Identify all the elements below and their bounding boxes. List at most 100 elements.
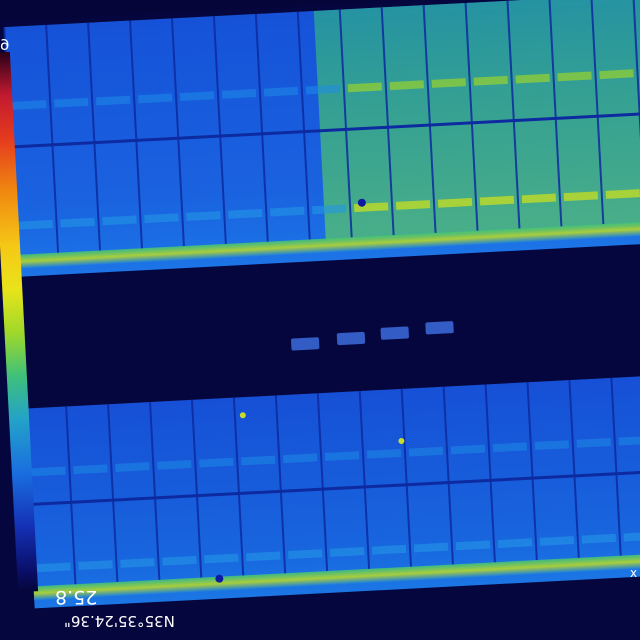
cell-highlight [581, 533, 616, 544]
cell-highlight [102, 215, 137, 226]
cell-divider [232, 397, 245, 576]
cell-highlight [329, 547, 365, 557]
cell-highlight [31, 466, 66, 477]
cell-divider [87, 22, 102, 251]
cell-divider [422, 5, 437, 233]
cell-highlight [455, 540, 491, 551]
cell-highlight [347, 82, 383, 93]
cell-highlight [199, 457, 234, 468]
cell-highlight [599, 69, 634, 80]
cell-divider [296, 11, 311, 240]
cell-highlight [157, 459, 192, 470]
gap-objects [291, 321, 454, 351]
cell-highlight [473, 75, 508, 86]
cell-highlight [618, 435, 640, 446]
cell-highlight [204, 553, 239, 564]
cell-highlight [623, 531, 640, 542]
gap-object [336, 331, 366, 346]
cell-highlight [431, 78, 466, 88]
cell-highlight [78, 560, 113, 571]
cell-divider [338, 9, 353, 238]
cell-highlight [605, 189, 640, 199]
cell-highlight [246, 551, 281, 562]
cell-divider [274, 395, 287, 574]
cell-divider [358, 391, 371, 569]
cell-divider [568, 380, 580, 558]
cell-divider [149, 402, 161, 580]
cell-highlight [479, 195, 515, 206]
cell-highlight [408, 446, 444, 457]
cell-divider [610, 377, 622, 556]
cell-divider [380, 7, 395, 236]
cell-divider [45, 24, 60, 253]
cell-divider [107, 404, 119, 583]
cell-highlight [73, 464, 108, 475]
panel-edge-band [33, 550, 640, 601]
panel-edge-band [16, 219, 640, 269]
cell-divider [506, 0, 521, 229]
cell-highlight [534, 440, 570, 450]
cell-highlight [539, 536, 575, 546]
cell-highlight [324, 451, 360, 461]
cell-divider [170, 18, 185, 247]
cell-highlight [576, 438, 611, 448]
cell-highlight [371, 544, 407, 555]
cell-highlight [36, 562, 71, 573]
cell-highlight [492, 442, 528, 453]
frame-top [0, 0, 640, 25]
cell-divider [254, 13, 269, 242]
hot-spot [398, 437, 405, 444]
cell-divider [526, 382, 538, 561]
cell-divider [400, 388, 413, 567]
cell-highlight [186, 211, 221, 221]
cell-highlight [115, 462, 150, 472]
cell-divider [65, 406, 77, 585]
gap-object [425, 321, 454, 335]
warm-region [313, 0, 640, 241]
cell-highlight [413, 542, 449, 553]
cell-divider [464, 2, 479, 231]
cell-highlight [450, 444, 486, 455]
hot-spot [239, 412, 246, 419]
cell-highlight [270, 206, 305, 217]
edge-mark: x [630, 566, 638, 580]
cell-highlight [144, 213, 179, 224]
cell-highlight [521, 193, 557, 204]
cell-highlight [563, 191, 599, 202]
cell-highlight [437, 197, 473, 208]
cell-divider [590, 0, 605, 225]
cell-highlight [312, 204, 347, 215]
gap-object [291, 337, 320, 351]
gap-object [380, 326, 409, 340]
gps-coordinate-readout: N35°35'24.36" [64, 612, 175, 630]
panel-row-bottom [23, 373, 640, 609]
cell-highlight [137, 93, 173, 104]
cell-highlight [179, 91, 215, 102]
cell-highlight [263, 86, 299, 97]
cell-divider [212, 16, 227, 244]
cell-highlight [497, 538, 533, 549]
cell-highlight [305, 84, 341, 95]
cell-highlight [395, 200, 431, 210]
cell-highlight [288, 549, 323, 560]
cell-highlight [228, 208, 263, 219]
cold-spot [357, 198, 366, 207]
cell-row-divider [10, 109, 640, 149]
cell-highlight [221, 89, 257, 99]
cell-divider [190, 399, 203, 578]
panel-row-body [24, 373, 640, 609]
cell-row-divider [29, 467, 640, 507]
cell-highlight [120, 558, 155, 568]
cell-divider [442, 386, 454, 565]
cell-highlight [557, 71, 592, 82]
cell-highlight [60, 217, 95, 228]
cell-highlight [282, 453, 318, 464]
cell-highlight [96, 95, 131, 106]
cell-highlight [54, 97, 89, 108]
cold-spot [215, 574, 224, 583]
cell-highlight [241, 455, 276, 466]
panel-row-top [3, 0, 640, 277]
